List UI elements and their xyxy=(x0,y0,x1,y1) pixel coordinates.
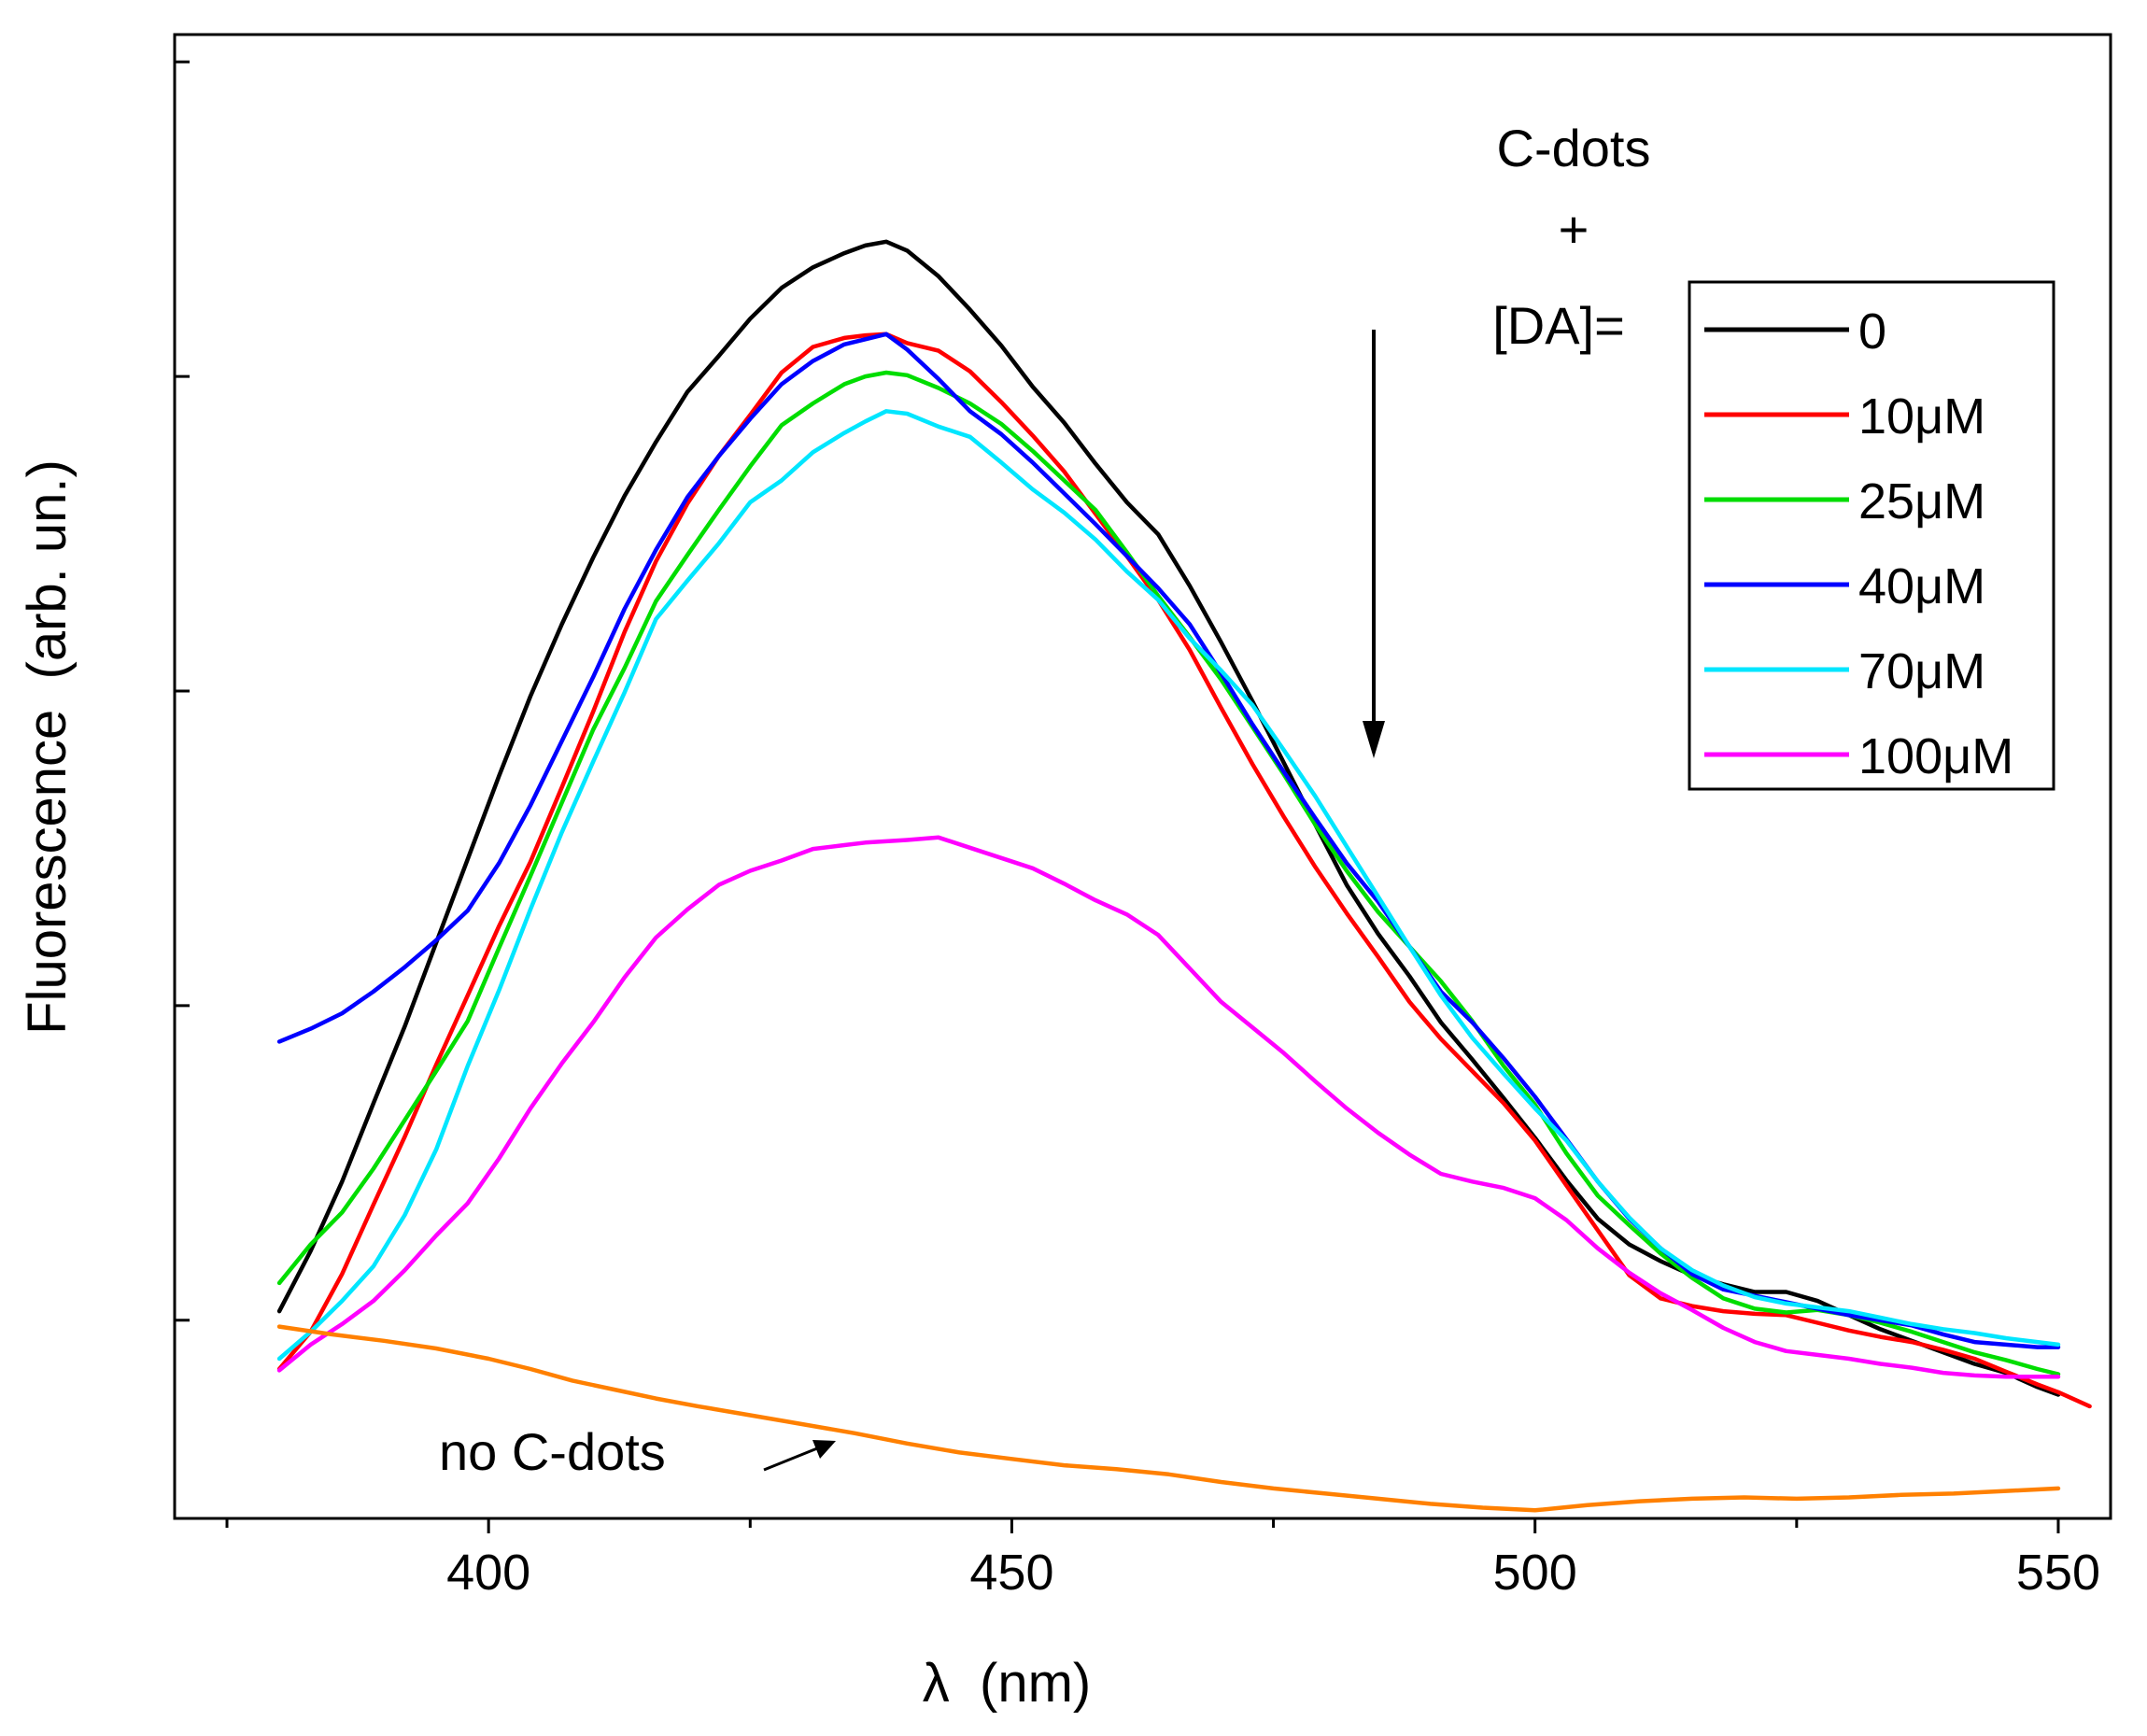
series-line-5 xyxy=(276,409,2061,1362)
x-tick-label: 500 xyxy=(1493,1545,1577,1601)
legend-label: 40μM xyxy=(1858,558,1985,614)
legend-label: 10μM xyxy=(1858,388,1985,445)
x-axis-label: λ (nm) xyxy=(923,1653,1091,1714)
legend-title-line-1: C-dots xyxy=(1497,119,1651,177)
no-cdots-label: no C-dots xyxy=(439,1422,666,1481)
series-line-6 xyxy=(276,835,2061,1379)
legend-label: 70μM xyxy=(1858,643,1985,699)
series-line-3 xyxy=(276,370,2061,1376)
x-tick-label: 400 xyxy=(446,1545,530,1601)
x-axis-tick-labels: 400 450 500 550 xyxy=(446,1545,2100,1601)
no-cdots-arrow xyxy=(763,1440,836,1472)
series-line-1 xyxy=(276,239,2061,1397)
series-line-7 xyxy=(276,1324,2061,1513)
y-axis-ticks xyxy=(175,60,190,1322)
down-arrow-head xyxy=(1363,721,1385,758)
x-tick-label: 450 xyxy=(969,1545,1053,1601)
legend-label: 100μM xyxy=(1858,728,2013,784)
legend-label: 25μM xyxy=(1858,473,1985,529)
legend-box xyxy=(1688,280,2055,791)
legend-entries: 0 10μM 25μM 40μM 70μM 100μM xyxy=(1704,303,2013,784)
plot-frame xyxy=(173,33,2112,1520)
x-tick-label: 550 xyxy=(2016,1545,2100,1601)
legend-title-line-3: [DA]= xyxy=(1492,296,1625,355)
legend-label: 0 xyxy=(1858,303,1886,360)
no-cdots-arrow-head xyxy=(812,1440,836,1459)
legend-title: C-dots + [DA]= xyxy=(1492,119,1650,355)
x-axis-ticks xyxy=(225,1518,2060,1533)
no-cdots-arrow-shaft xyxy=(763,1445,823,1472)
series-lines xyxy=(276,239,2092,1513)
y-axis-label: Fluorescence (arb. un.) xyxy=(17,459,78,1035)
series-line-2 xyxy=(276,332,2092,1409)
legend-title-line-2: + xyxy=(1559,200,1589,259)
down-arrow xyxy=(1363,330,1385,758)
